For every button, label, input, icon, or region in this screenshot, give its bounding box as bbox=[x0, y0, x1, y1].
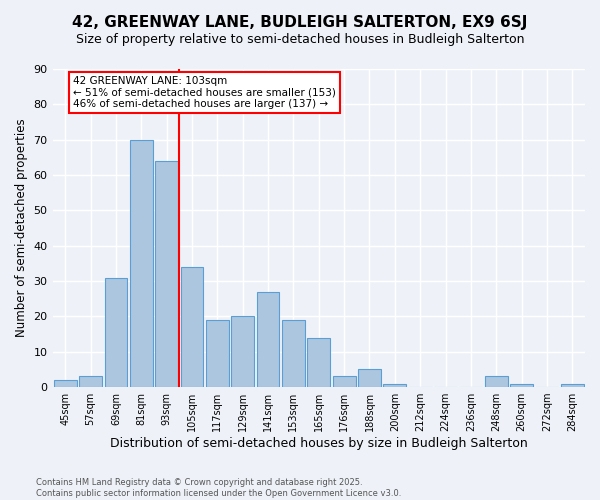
Bar bbox=[104, 278, 127, 387]
Bar bbox=[257, 292, 280, 387]
Y-axis label: Number of semi-detached properties: Number of semi-detached properties bbox=[15, 118, 28, 338]
Text: Contains HM Land Registry data © Crown copyright and database right 2025.
Contai: Contains HM Land Registry data © Crown c… bbox=[36, 478, 401, 498]
Bar bbox=[54, 380, 77, 387]
Bar bbox=[155, 161, 178, 387]
Bar bbox=[282, 320, 305, 387]
Bar bbox=[561, 384, 584, 387]
Bar bbox=[333, 376, 356, 387]
Text: Size of property relative to semi-detached houses in Budleigh Salterton: Size of property relative to semi-detach… bbox=[76, 32, 524, 46]
Bar bbox=[79, 376, 102, 387]
Bar bbox=[231, 316, 254, 387]
X-axis label: Distribution of semi-detached houses by size in Budleigh Salterton: Distribution of semi-detached houses by … bbox=[110, 437, 527, 450]
Bar bbox=[181, 267, 203, 387]
Bar bbox=[510, 384, 533, 387]
Bar bbox=[358, 370, 381, 387]
Text: 42 GREENWAY LANE: 103sqm
← 51% of semi-detached houses are smaller (153)
46% of : 42 GREENWAY LANE: 103sqm ← 51% of semi-d… bbox=[73, 76, 336, 110]
Bar bbox=[485, 376, 508, 387]
Bar bbox=[383, 384, 406, 387]
Bar bbox=[130, 140, 152, 387]
Text: 42, GREENWAY LANE, BUDLEIGH SALTERTON, EX9 6SJ: 42, GREENWAY LANE, BUDLEIGH SALTERTON, E… bbox=[73, 15, 527, 30]
Bar bbox=[206, 320, 229, 387]
Bar bbox=[307, 338, 330, 387]
